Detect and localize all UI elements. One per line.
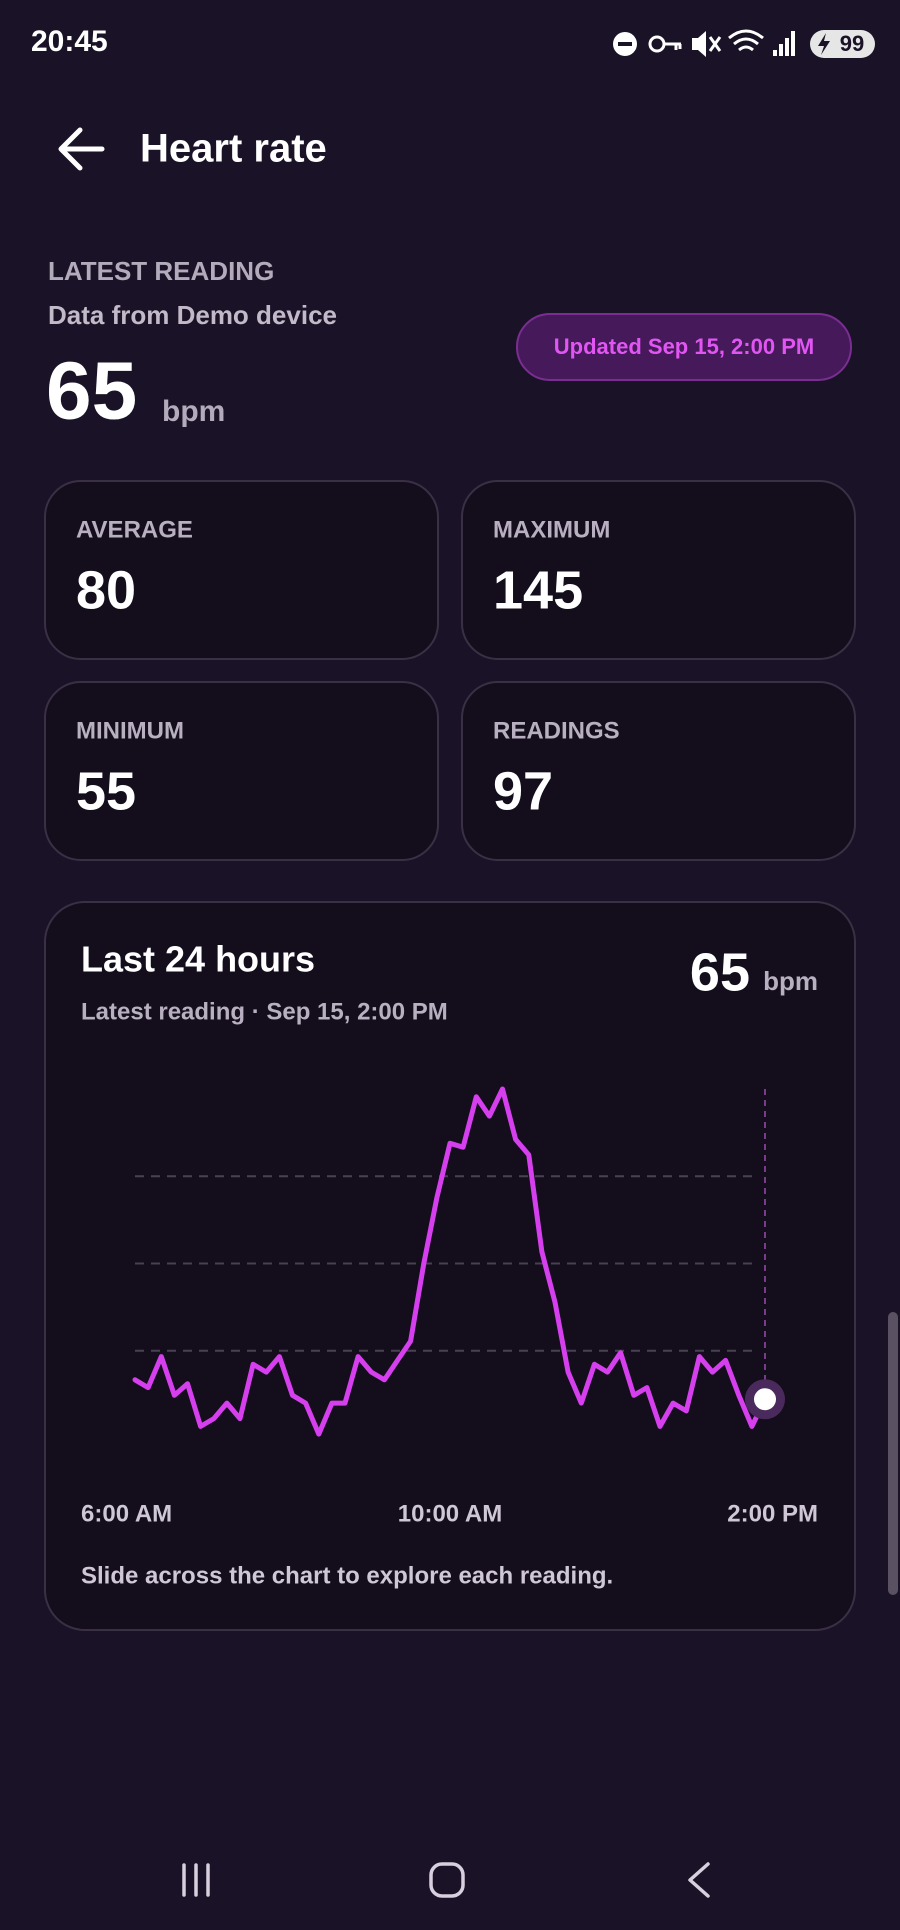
stat-card <box>461 480 856 660</box>
key-shaft <box>664 42 682 50</box>
dnd-bar <box>618 42 632 46</box>
scrollbar <box>888 1312 898 1595</box>
stats-grid: AVERAGE 80 MAXIMUM 145 MINIMUM 55 READINGS 97 <box>44 480 856 861</box>
x-tick-label: 6:00 AM <box>81 1500 172 1527</box>
stat-value: 80 <box>76 560 136 620</box>
updated-text: Updated Sep 15, 2:00 PM <box>554 334 814 359</box>
chart-latest-value: 65 <box>690 942 750 1002</box>
latest-value: 65 <box>46 346 137 437</box>
chart-subtitle: Latest reading · Sep 15, 2:00 PM <box>81 998 448 1025</box>
status-time: 20:45 <box>31 25 108 58</box>
back-button[interactable] <box>58 127 105 171</box>
latest-unit: bpm <box>162 395 225 428</box>
nav-recents[interactable] <box>182 1863 210 1897</box>
latest-label: LATEST READING <box>48 256 274 286</box>
x-tick-label: 2:00 PM <box>727 1500 818 1527</box>
stat-card <box>44 480 439 660</box>
stat-value: 145 <box>493 560 583 620</box>
plot-area[interactable]: 6:00 AM 10:00 AM 2:00 PM <box>81 1086 818 1527</box>
latest-source: Data from Demo device <box>48 300 337 330</box>
chart-latest-unit: bpm <box>763 966 818 996</box>
status-icons <box>613 29 795 57</box>
stat-value: 97 <box>493 761 553 821</box>
chart-hint: Slide across the chart to explore each r… <box>81 1562 613 1589</box>
cursor-dot <box>754 1388 776 1411</box>
stat-label: MINIMUM <box>76 717 184 744</box>
mute-x <box>708 36 722 52</box>
battery-pill <box>810 30 875 58</box>
updated-pill <box>516 313 852 381</box>
chart-title: Last 24 hours <box>81 939 315 980</box>
heart-rate-line <box>132 1086 768 1437</box>
stat-value: 55 <box>76 761 136 821</box>
battery-level: 99 <box>840 31 864 56</box>
signal-icon <box>773 31 795 56</box>
wifi-icon <box>728 29 764 52</box>
stat-card <box>44 681 439 861</box>
page-title: Heart rate <box>140 127 327 171</box>
stat-label: AVERAGE <box>76 516 193 543</box>
mute-icon <box>692 31 706 57</box>
x-tick-label: 10:00 AM <box>398 1500 502 1527</box>
nav-back[interactable] <box>688 1862 710 1898</box>
chart-card <box>44 901 856 1631</box>
stat-card <box>461 681 856 861</box>
charging-icon <box>818 33 830 55</box>
stat-label: READINGS <box>493 717 620 744</box>
stat-label: MAXIMUM <box>493 516 610 543</box>
nav-home[interactable] <box>429 1862 465 1898</box>
